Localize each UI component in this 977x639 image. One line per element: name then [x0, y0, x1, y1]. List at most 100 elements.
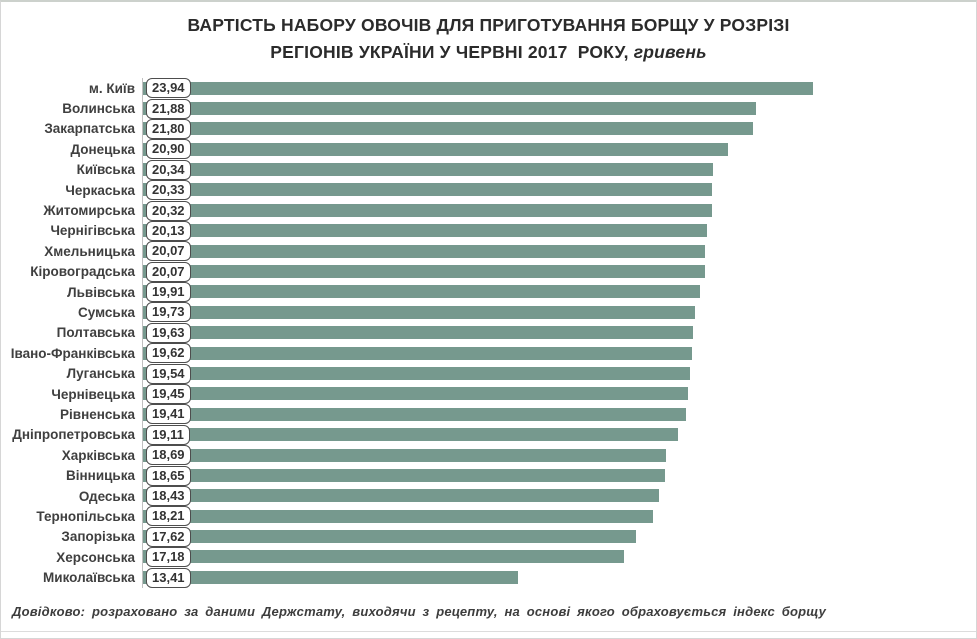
bar-row: Донецька 20,90 [7, 139, 962, 160]
value-bar [143, 265, 705, 279]
region-label: Вінницька [66, 468, 135, 484]
bar-row: Житомирська 20,32 [7, 200, 962, 221]
value-label: 19,91 [146, 282, 191, 303]
bar-track: 19,63 [142, 322, 962, 344]
value-label: 23,94 [146, 78, 191, 99]
bar-row: Полтавська 19,63 [7, 322, 962, 344]
region-label: Сумська [78, 304, 135, 320]
value-label: 21,88 [146, 98, 191, 119]
value-bar [143, 326, 693, 340]
value-bar [143, 183, 712, 197]
region-label: Чернівецька [51, 386, 135, 402]
bar-row: Миколаївська 13,41 [7, 567, 962, 588]
region-label: Чернігівська [50, 223, 135, 239]
bar-row: Львівська 19,91 [7, 281, 962, 303]
bar-row: Закарпатська 21,80 [7, 118, 962, 140]
bottom-divider [1, 631, 976, 632]
chart-title-line1: ВАРТІСТЬ НАБОРУ ОВОЧІВ ДЛЯ ПРИГОТУВАННЯ … [187, 15, 790, 35]
region-label: Миколаївська [43, 570, 135, 586]
value-bar [143, 550, 624, 564]
value-label: 18,69 [146, 445, 191, 466]
region-label: Рівненська [60, 406, 135, 422]
bar-row: Рівненська 19,41 [7, 404, 962, 425]
value-bar [143, 468, 665, 482]
region-label: Київська [76, 162, 135, 178]
bar-row: Київська 20,34 [7, 159, 962, 180]
bar-track: 17,62 [142, 526, 962, 547]
region-label: Запорізька [61, 529, 135, 545]
region-label: Черкаська [65, 182, 135, 198]
bar-track: 19,54 [142, 363, 962, 384]
bar-row: Сумська 19,73 [7, 302, 962, 323]
value-bar [143, 448, 666, 462]
value-label: 20,13 [146, 220, 191, 241]
value-bar [143, 428, 678, 442]
bar-row: Чернігівська 20,13 [7, 220, 962, 242]
bar-row: Чернівецька 19,45 [7, 383, 962, 405]
value-bar [143, 387, 688, 401]
region-label: Луганська [66, 366, 135, 382]
value-bar [143, 489, 659, 503]
bar-row: м. Київ 23,94 [7, 78, 962, 99]
region-label: Харківська [61, 447, 135, 463]
value-bar [143, 570, 518, 584]
value-bar [143, 142, 728, 156]
value-label: 13,41 [146, 567, 191, 588]
bar-row: Тернопільська 18,21 [7, 506, 962, 527]
bar-row: Херсонська 17,18 [7, 546, 962, 568]
bar-row: Кіровоградська 20,07 [7, 261, 962, 282]
value-bar [143, 509, 653, 523]
bar-row: Одеська 18,43 [7, 485, 962, 507]
value-bar [143, 346, 692, 360]
region-label: Закарпатська [44, 121, 135, 137]
bar-row: Івано-Франківська 19,62 [7, 343, 962, 364]
value-label: 19,62 [146, 343, 191, 364]
value-bar [143, 244, 705, 258]
chart-title: ВАРТІСТЬ НАБОРУ ОВОЧІВ ДЛЯ ПРИГОТУВАННЯ … [1, 2, 976, 66]
value-label: 19,54 [146, 363, 191, 384]
value-label: 20,34 [146, 159, 191, 180]
bar-track: 19,73 [142, 302, 962, 323]
bar-row: Волинська 21,88 [7, 98, 962, 119]
value-label: 19,45 [146, 384, 191, 405]
value-label: 20,33 [146, 180, 191, 201]
value-label: 19,41 [146, 404, 191, 425]
bar-track: 18,21 [142, 506, 962, 527]
bar-track: 19,45 [142, 383, 962, 405]
value-label: 21,80 [146, 118, 191, 139]
region-label: Кіровоградська [30, 264, 135, 280]
region-label: Волинська [62, 101, 135, 117]
bar-track: 20,13 [142, 220, 962, 242]
bar-track: 19,11 [142, 424, 962, 446]
bar-track: 19,62 [142, 343, 962, 364]
value-label: 19,73 [146, 302, 191, 323]
value-bar [143, 224, 707, 238]
value-bar [143, 122, 753, 136]
bar-row: Луганська 19,54 [7, 363, 962, 384]
bar-chart-plot-area: м. Київ 23,94 Волинська 21,88 Закарпатсь… [7, 78, 962, 588]
footnote: Довідково: розраховано за даними Держста… [12, 603, 827, 619]
bar-track: 20,90 [142, 139, 962, 160]
bar-track: 13,41 [142, 567, 962, 588]
value-bar [143, 407, 686, 421]
value-bar [143, 81, 813, 95]
bar-track: 17,18 [142, 546, 962, 568]
region-label: Житомирська [43, 203, 135, 219]
bar-track: 21,80 [142, 118, 962, 140]
chart-title-line2-main: РЕГІОНІВ УКРАЇНИ У ЧЕРВНІ 2017 РОКУ, [270, 42, 634, 62]
region-label: Тернопільська [36, 508, 135, 524]
bar-row: Дніпропетровська 19,11 [7, 424, 962, 446]
bar-track: 20,33 [142, 179, 962, 201]
value-bar [143, 366, 690, 380]
bar-track: 20,34 [142, 159, 962, 180]
region-label: м. Київ [88, 80, 135, 96]
value-label: 17,18 [146, 547, 191, 568]
bar-track: 19,41 [142, 404, 962, 425]
bar-row: Харківська 18,69 [7, 445, 962, 466]
chart-title-line2: РЕГІОНІВ УКРАЇНИ У ЧЕРВНІ 2017 РОКУ, гри… [1, 39, 976, 66]
value-label: 20,32 [146, 200, 191, 221]
value-bar [143, 101, 756, 115]
value-label: 20,07 [146, 241, 191, 262]
value-bar [143, 285, 700, 299]
